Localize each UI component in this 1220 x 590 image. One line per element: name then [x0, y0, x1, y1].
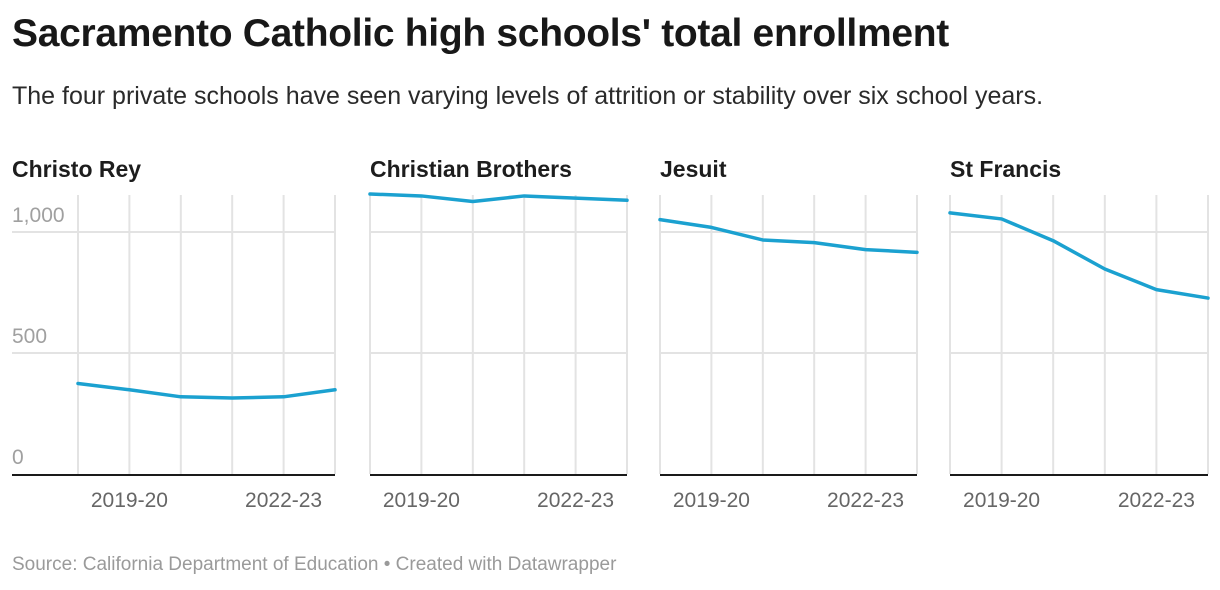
y-tick-label: 500 [12, 325, 47, 348]
x-tick-label: 2022-23 [827, 489, 904, 512]
series-line [76, 381, 337, 400]
y-tick-label: 1,000 [12, 204, 65, 227]
x-tick-label: 2019-20 [91, 489, 168, 512]
x-tick-label: 2019-20 [383, 489, 460, 512]
series-line [948, 211, 1210, 300]
x-tick-label: 2019-20 [673, 489, 750, 512]
panel-christo-rey: Christo Rey 0 500 1,000 2019-20 2022-23 [12, 156, 337, 512]
panel-st-francis: St Francis 2019-20 2022-23 [948, 156, 1210, 512]
source-note: Source: California Department of Educati… [12, 554, 617, 575]
panel-jesuit: Jesuit 2019-20 2022-23 [658, 156, 919, 512]
chart-title: Sacramento Catholic high schools' total … [12, 12, 949, 55]
x-tick-label: 2019-20 [963, 489, 1040, 512]
x-tick-label: 2022-23 [537, 489, 614, 512]
panel-title: Jesuit [660, 156, 727, 182]
panel-christian-brothers: Christian Brothers 2019-20 2022-23 [368, 156, 629, 512]
panel-title: Christo Rey [12, 156, 141, 182]
series-line [368, 192, 629, 204]
x-tick-label: 2022-23 [1118, 489, 1195, 512]
panel-title: St Francis [950, 156, 1061, 182]
series-line [658, 217, 919, 255]
panel-title: Christian Brothers [370, 156, 572, 182]
chart-subtitle: The four private schools have seen varyi… [12, 82, 1044, 110]
x-tick-label: 2022-23 [245, 489, 322, 512]
y-tick-label: 0 [12, 446, 24, 469]
